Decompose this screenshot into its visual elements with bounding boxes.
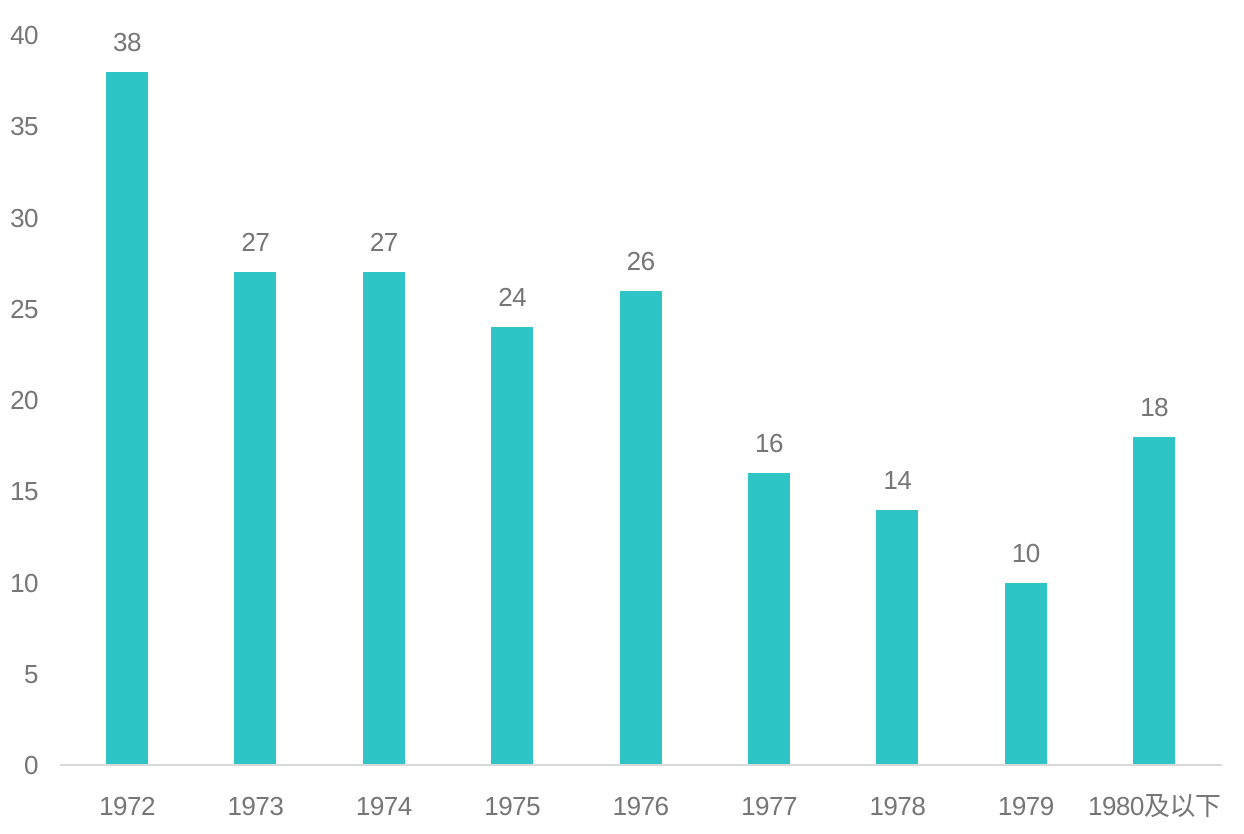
bar-1972[interactable] xyxy=(106,71,148,765)
bar-value-label: 27 xyxy=(369,227,398,258)
x-axis-category-label: 1973 xyxy=(227,791,284,821)
bar-value-label: 18 xyxy=(1140,391,1169,422)
bar-1978[interactable] xyxy=(876,509,919,765)
y-axis-tick-label: 20 xyxy=(10,385,38,415)
y-axis-tick-label: 25 xyxy=(10,293,38,324)
y-axis-tick-label: 5 xyxy=(24,658,38,689)
bar-1975[interactable] xyxy=(491,327,534,765)
y-axis-tick-label: 10 xyxy=(10,567,38,598)
bar-value-label: 10 xyxy=(1011,537,1040,568)
x-axis-category-label: 1972 xyxy=(99,791,155,821)
x-axis-category-label: 1980及以下 xyxy=(1088,791,1221,821)
x-axis-category-label: 1974 xyxy=(355,791,412,821)
x-axis-category-label: 1977 xyxy=(741,791,797,821)
bar-1973[interactable] xyxy=(234,272,277,765)
bar-value-label: 26 xyxy=(626,245,655,276)
y-axis-tick-label: 40 xyxy=(10,20,38,50)
bar-value-label: 27 xyxy=(241,227,270,258)
x-axis-line xyxy=(60,764,1222,766)
bar-1976[interactable] xyxy=(619,290,662,765)
x-axis-category-label: 1978 xyxy=(869,791,926,821)
bar-1974[interactable] xyxy=(362,272,405,765)
bar-1980及以下[interactable] xyxy=(1133,436,1176,765)
y-axis-tick-label: 0 xyxy=(24,750,38,780)
bar-value-label: 38 xyxy=(113,26,141,57)
y-axis-tick-label: 15 xyxy=(10,476,38,507)
bar-value-label: 24 xyxy=(498,282,527,312)
bar-value-label: 16 xyxy=(755,428,783,458)
x-axis-category-label: 1979 xyxy=(997,791,1054,821)
bar-1979[interactable] xyxy=(1004,582,1047,765)
y-axis-tick-label: 35 xyxy=(10,111,38,142)
y-axis-tick-label: 30 xyxy=(10,202,38,233)
x-axis-category-label: 1975 xyxy=(484,791,541,821)
bar-value-label: 14 xyxy=(883,464,912,495)
x-axis-category-label: 1976 xyxy=(612,791,669,821)
bar-1977[interactable] xyxy=(748,473,790,765)
